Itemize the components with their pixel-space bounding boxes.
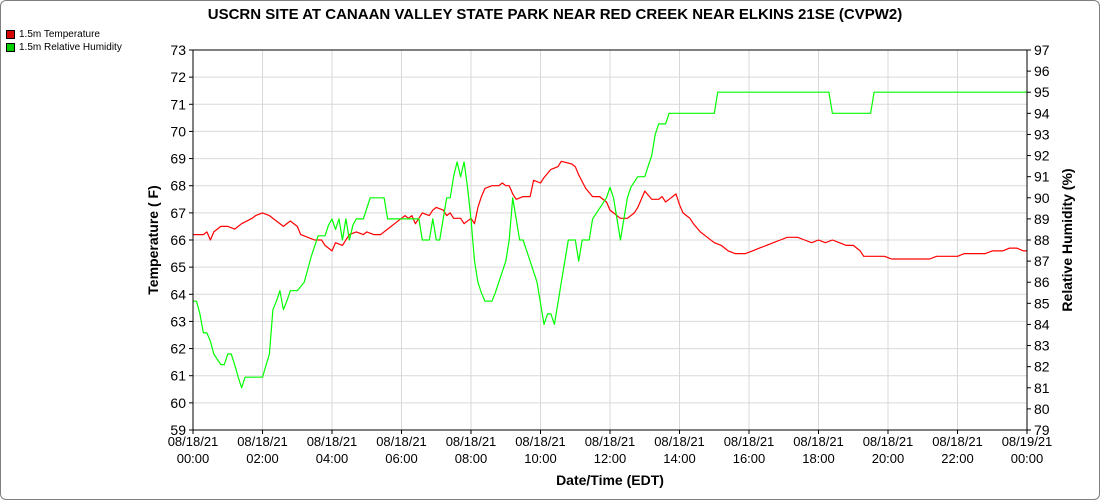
x-tick-label-date: 08/18/21: [585, 434, 636, 449]
x-tick-label-time: 00:00: [177, 451, 210, 466]
x-tick-label-date: 08/18/21: [168, 434, 219, 449]
x-axis-label: Date/Time (EDT): [556, 472, 664, 488]
y-axis-left-label: Temperature ( F): [145, 185, 161, 294]
x-tick-label-date: 08/18/21: [932, 434, 983, 449]
y-right-tick-label: 79: [1034, 422, 1050, 438]
y-left-tick-label: 66: [170, 232, 186, 248]
y-right-tick-label: 84: [1034, 316, 1050, 332]
x-tick-label-time: 20:00: [872, 451, 905, 466]
x-tick-label-date: 08/18/21: [863, 434, 914, 449]
legend-label-temperature: 1.5m Temperature: [19, 29, 100, 40]
y-left-tick-label: 72: [170, 69, 186, 85]
legend: 1.5m Temperature 1.5m Relative Humidity: [6, 28, 122, 54]
y-right-tick-label: 94: [1034, 105, 1050, 121]
y-right-tick-label: 87: [1034, 253, 1050, 269]
x-tick-label-date: 08/19/21: [1002, 434, 1053, 449]
x-tick-label-time: 10:00: [524, 451, 557, 466]
y-right-tick-label: 93: [1034, 126, 1050, 142]
y-left-tick-label: 59: [170, 422, 186, 438]
y-left-tick-label: 63: [170, 313, 186, 329]
legend-item-temperature: 1.5m Temperature: [6, 28, 122, 41]
y-right-tick-label: 90: [1034, 190, 1050, 206]
y-right-tick-label: 96: [1034, 63, 1050, 79]
axis-layer: 59 60 61 62 63 64 65 66 67 68 69 70 71 72 73 79 80 81 82 83…: [168, 42, 1053, 466]
plot-border: [192, 49, 1028, 431]
legend-swatch-temperature: [6, 30, 15, 39]
x-tick-label-time: 12:00: [594, 451, 627, 466]
series-line-humidity: [193, 91, 1027, 389]
y-right-tick-label: 80: [1034, 401, 1050, 417]
y-right-tick-label: 86: [1034, 274, 1050, 290]
y-right-tick-label: 83: [1034, 338, 1050, 354]
legend-swatch-humidity: [6, 43, 15, 52]
x-tick-label-date: 08/18/21: [724, 434, 775, 449]
x-tick-label-date: 08/18/21: [515, 434, 566, 449]
y-right-tick-label: 85: [1034, 295, 1050, 311]
y-left-tick-label: 70: [170, 123, 186, 139]
chart-title: USCRN SITE AT CANAAN VALLEY STATE PARK N…: [208, 6, 903, 23]
y-right-tick-label: 92: [1034, 148, 1050, 164]
y-right-tick-label: 95: [1034, 84, 1050, 100]
y-right-tick-label: 81: [1034, 380, 1050, 396]
y-right-tick-label: 82: [1034, 359, 1050, 375]
x-tick-label-date: 08/18/21: [237, 434, 288, 449]
x-tick-label-time: 06:00: [385, 451, 418, 466]
x-tick-label-time: 22:00: [941, 451, 974, 466]
y-left-tick-label: 61: [170, 368, 186, 384]
y-axis-right-label: Relative Humidity (%): [1059, 168, 1075, 311]
y-right-tick-label: 88: [1034, 232, 1050, 248]
x-tick-label-date: 08/18/21: [376, 434, 427, 449]
x-tick-label-time: 14:00: [663, 451, 696, 466]
x-tick-label-date: 08/18/21: [446, 434, 497, 449]
series-line-temperature: [193, 160, 1027, 260]
y-left-tick-label: 68: [170, 178, 186, 194]
x-tick-label-date: 08/18/21: [307, 434, 358, 449]
y-right-tick-label: 97: [1034, 42, 1050, 58]
y-left-tick-label: 65: [170, 259, 186, 275]
y-right-tick-label: 91: [1034, 169, 1050, 185]
y-left-tick-label: 73: [170, 42, 186, 58]
legend-item-humidity: 1.5m Relative Humidity: [6, 41, 122, 54]
x-tick-label-time: 04:00: [316, 451, 349, 466]
y-left-tick-label: 67: [170, 205, 186, 221]
y-left-tick-label: 69: [170, 151, 186, 167]
x-tick-label-time: 16:00: [733, 451, 766, 466]
y-left-tick-label: 62: [170, 341, 186, 357]
x-tick-label-time: 08:00: [455, 451, 488, 466]
y-left-tick-label: 60: [170, 395, 186, 411]
y-right-tick-label: 89: [1034, 211, 1050, 227]
x-tick-label-time: 00:00: [1011, 451, 1044, 466]
x-tick-label-date: 08/18/21: [654, 434, 705, 449]
x-tick-label-date: 08/18/21: [793, 434, 844, 449]
y-left-tick-label: 64: [170, 286, 186, 302]
y-left-tick-label: 71: [170, 96, 186, 112]
series-layer: [193, 91, 1027, 389]
x-tick-label-time: 02:00: [246, 451, 279, 466]
x-tick-label-time: 18:00: [802, 451, 835, 466]
legend-label-humidity: 1.5m Relative Humidity: [19, 42, 122, 53]
